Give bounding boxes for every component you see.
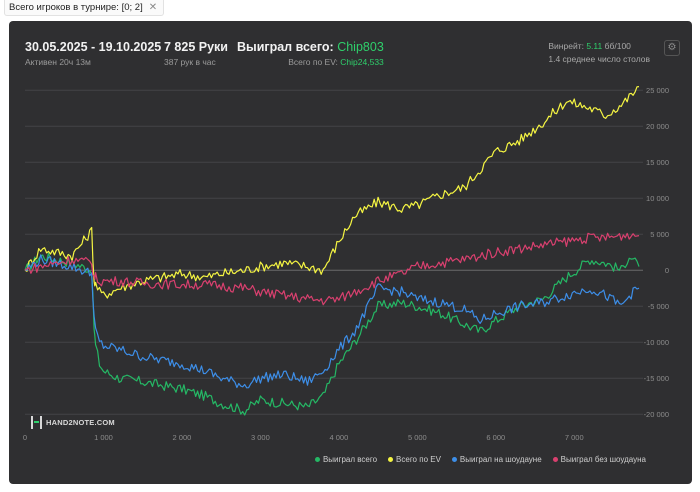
graph-panel: 30.05.2025 - 19.10.2025 Активен 20ч 13м … bbox=[9, 21, 692, 484]
winrate-block: Винрейт: 5.11 бб/100 1.4 среднее число с… bbox=[548, 41, 650, 64]
x-tick-label: 0 bbox=[23, 433, 27, 442]
hands-block: 7 825 Руки 387 рук в час bbox=[164, 40, 228, 67]
y-tick-label: 0 bbox=[665, 266, 669, 275]
tournament-filter-chip[interactable]: Всего игроков в турнире: [0; 2] ✕ bbox=[4, 0, 165, 16]
x-tick-label: 7 000 bbox=[565, 433, 584, 442]
active-time: Активен 20ч 13м bbox=[25, 57, 91, 67]
series-line bbox=[24, 232, 640, 306]
y-tick-label: 10 000 bbox=[646, 194, 669, 203]
x-tick-label: 6 000 bbox=[486, 433, 505, 442]
legend-dot-icon bbox=[552, 457, 558, 462]
hands-per-hour: 387 рук в час bbox=[164, 57, 216, 67]
date-block: 30.05.2025 - 19.10.2025 Активен 20ч 13м bbox=[25, 40, 161, 67]
results-chart: 25 000 20 000 15 000 10 000 5 000 0 -5 000 -10 … bbox=[23, 86, 669, 442]
logo-icon bbox=[31, 416, 42, 429]
chart-legend: Выиграл всего Всего по EV Выиграл на шоуда… bbox=[314, 455, 646, 464]
y-tick-label: 5 000 bbox=[650, 230, 669, 239]
legend-item[interactable]: Всего по EV bbox=[388, 455, 441, 464]
won-total: Выиграл всего: Chip803 bbox=[237, 40, 384, 54]
y-tick-label: 15 000 bbox=[646, 158, 669, 167]
y-tick-label: -15 000 bbox=[644, 374, 669, 383]
hands-count: 7 825 Руки bbox=[164, 40, 228, 54]
x-tick-label: 3 000 bbox=[251, 433, 270, 442]
winrate: Винрейт: 5.11 бб/100 bbox=[548, 41, 650, 51]
filter-label: Всего игроков в турнире: [0; 2] bbox=[9, 2, 143, 13]
winrate-unit: бб/100 bbox=[604, 41, 631, 51]
y-tick-label: -20 000 bbox=[644, 410, 669, 419]
legend-dot-icon bbox=[314, 457, 320, 462]
avg-tables: 1.4 среднее число столов bbox=[548, 54, 650, 64]
hand2note-logo: HAND2NOTE.COM bbox=[31, 416, 115, 429]
ev-label: Всего по EV: bbox=[288, 57, 338, 67]
won-block: Выиграл всего: Chip803 Всего по EV: Chip… bbox=[237, 40, 384, 67]
legend-label: Выиграл без шоудауна bbox=[560, 455, 646, 464]
legend-dot-icon bbox=[388, 457, 394, 462]
ev-total: Всего по EV: Chip24,533 bbox=[237, 57, 384, 67]
legend-label: Всего по EV bbox=[396, 455, 441, 464]
y-tick-label: -10 000 bbox=[644, 338, 669, 347]
close-icon[interactable]: ✕ bbox=[148, 2, 158, 13]
x-tick-label: 5 000 bbox=[408, 433, 427, 442]
series-line bbox=[24, 252, 640, 416]
legend-dot-icon bbox=[451, 457, 457, 462]
ev-value: Chip24,533 bbox=[340, 57, 384, 67]
legend-item[interactable]: Выиграл без шоудауна bbox=[552, 455, 646, 464]
y-tick-label: -5 000 bbox=[648, 302, 669, 311]
y-tick-label: 20 000 bbox=[646, 122, 669, 131]
series-line bbox=[24, 86, 640, 299]
x-tick-label: 1 000 bbox=[94, 433, 113, 442]
x-tick-label: 4 000 bbox=[329, 433, 348, 442]
won-value: Chip803 bbox=[337, 40, 384, 54]
winrate-value: 5.11 bbox=[586, 41, 603, 51]
logo-text: HAND2NOTE.COM bbox=[46, 418, 115, 427]
won-label: Выиграл всего: bbox=[237, 40, 334, 54]
gear-icon[interactable]: ⚙ bbox=[664, 40, 680, 56]
x-tick-label: 2 000 bbox=[173, 433, 192, 442]
legend-item[interactable]: Выиграл на шоудауне bbox=[451, 455, 542, 464]
legend-label: Выиграл всего bbox=[322, 455, 378, 464]
legend-label: Выиграл на шоудауне bbox=[459, 455, 542, 464]
series-line bbox=[24, 254, 640, 389]
date-range: 30.05.2025 - 19.10.2025 bbox=[25, 40, 162, 54]
legend-item[interactable]: Выиграл всего bbox=[314, 455, 378, 464]
winrate-label: Винрейт: bbox=[548, 41, 584, 51]
y-tick-label: 25 000 bbox=[646, 86, 669, 95]
